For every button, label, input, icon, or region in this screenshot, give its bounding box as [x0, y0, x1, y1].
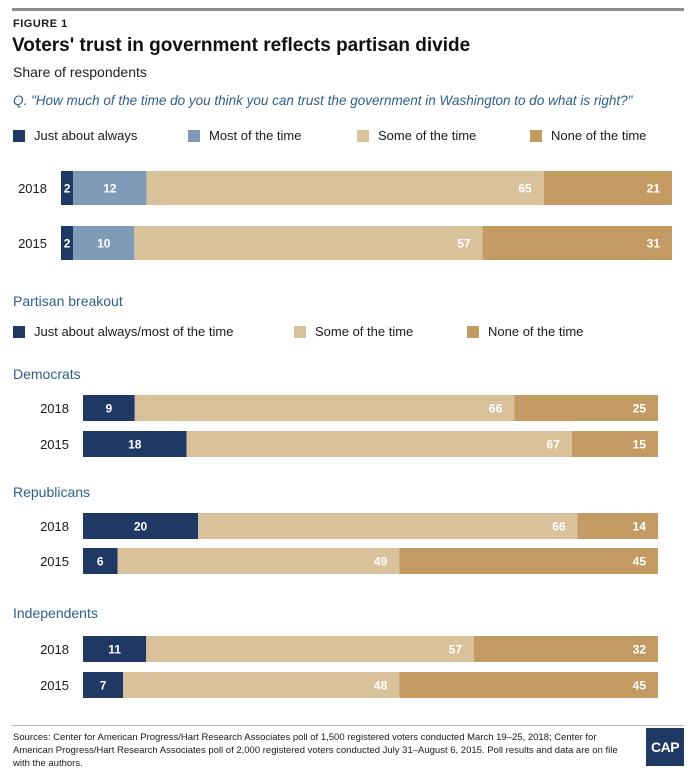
data-label: 31 [647, 237, 661, 251]
data-label: 25 [633, 402, 647, 416]
data-label: 45 [633, 679, 647, 693]
legend-swatch [467, 326, 479, 338]
legend-swatch [357, 130, 369, 142]
bar-segment [571, 431, 658, 457]
legend-label: Some of the time [315, 324, 414, 339]
bar-segment [514, 395, 658, 421]
data-label: 7 [100, 679, 107, 693]
row-label-2018: 2018 [18, 181, 47, 196]
data-label: 20 [134, 520, 148, 534]
group-title-republicans: Republicans [13, 484, 91, 500]
data-label: 48 [374, 679, 388, 693]
data-label: 12 [103, 182, 117, 196]
data-label: 15 [633, 438, 647, 452]
data-label: 57 [449, 643, 463, 657]
legend-label: Some of the time [378, 128, 477, 143]
bar-segment [61, 226, 74, 260]
bar-segment [399, 672, 658, 698]
bar-segment [543, 171, 672, 205]
row-label-2018: 2018 [40, 519, 69, 534]
row-label-2018: 2018 [40, 401, 69, 416]
data-label: 67 [546, 438, 560, 452]
data-label: 66 [552, 520, 566, 534]
bar-segment [83, 395, 135, 421]
bar-segment [399, 548, 658, 574]
legend-label: Most of the time [209, 128, 302, 143]
bar-segment [83, 431, 187, 457]
row-label-2015: 2015 [40, 437, 69, 452]
sources-note: Sources: Center for American Progress/Ha… [13, 732, 618, 769]
legend-partisan: Just about always/most of the time Some … [0, 324, 693, 340]
legend-label: None of the time [488, 324, 584, 339]
data-label: 49 [374, 555, 388, 569]
legend-overall: Just about always Most of the time Some … [0, 128, 693, 144]
data-label: 2 [64, 182, 71, 196]
data-label: 18 [128, 438, 142, 452]
bar-segment [134, 395, 515, 421]
legend-swatch [13, 326, 25, 338]
bar-segment [73, 226, 135, 260]
row-label-2018: 2018 [40, 642, 69, 657]
figure-label: FIGURE 1 [13, 18, 68, 30]
data-label: 32 [633, 643, 647, 657]
data-label: 10 [97, 237, 111, 251]
chart-subtitle: Share of respondents [13, 64, 147, 80]
data-label: 45 [633, 555, 647, 569]
row-label-2015: 2015 [40, 554, 69, 569]
data-label: 11 [108, 643, 121, 657]
legend-swatch [530, 130, 542, 142]
data-label: 9 [106, 402, 113, 416]
bar-segment [198, 513, 578, 539]
group-title-democrats: Democrats [13, 366, 81, 382]
data-label: 57 [457, 237, 471, 251]
row-label-2015: 2015 [40, 678, 69, 693]
data-label: 6 [97, 555, 104, 569]
bar-segment [577, 513, 658, 539]
legend-swatch [188, 130, 200, 142]
bar-segment [73, 171, 147, 205]
bar-segment [146, 636, 474, 662]
bar-segment [83, 548, 118, 574]
data-label: 2 [64, 237, 71, 251]
bar-segment [61, 171, 74, 205]
legend-label: Just about always/most of the time [34, 324, 234, 339]
bar-segment [83, 672, 124, 698]
partisan-breakout-title: Partisan breakout [13, 293, 123, 309]
bar-segment [83, 636, 147, 662]
bar-segment [117, 548, 400, 574]
data-label: 66 [489, 402, 503, 416]
bar-segment [146, 171, 544, 205]
data-label: 14 [633, 520, 647, 534]
data-label: 65 [518, 182, 532, 196]
top-rule [12, 8, 684, 11]
bar-segment [83, 513, 198, 539]
data-label: 21 [647, 182, 661, 196]
cap-logo: CAP [646, 728, 684, 766]
bar-segment [482, 226, 672, 260]
survey-question: Q. "How much of the time do you think yo… [13, 93, 633, 108]
legend-label: Just about always [34, 128, 138, 143]
legend-swatch [294, 326, 306, 338]
row-label-2015: 2015 [18, 236, 47, 251]
bar-segment [186, 431, 572, 457]
legend-swatch [13, 130, 25, 142]
chart-title: Voters' trust in government reflects par… [12, 35, 471, 56]
bar-segment [474, 636, 658, 662]
bar-segment [134, 226, 483, 260]
legend-label: None of the time [551, 128, 647, 143]
bar-segment [123, 672, 400, 698]
footer-rule [12, 725, 684, 726]
group-title-independents: Independents [13, 605, 98, 621]
